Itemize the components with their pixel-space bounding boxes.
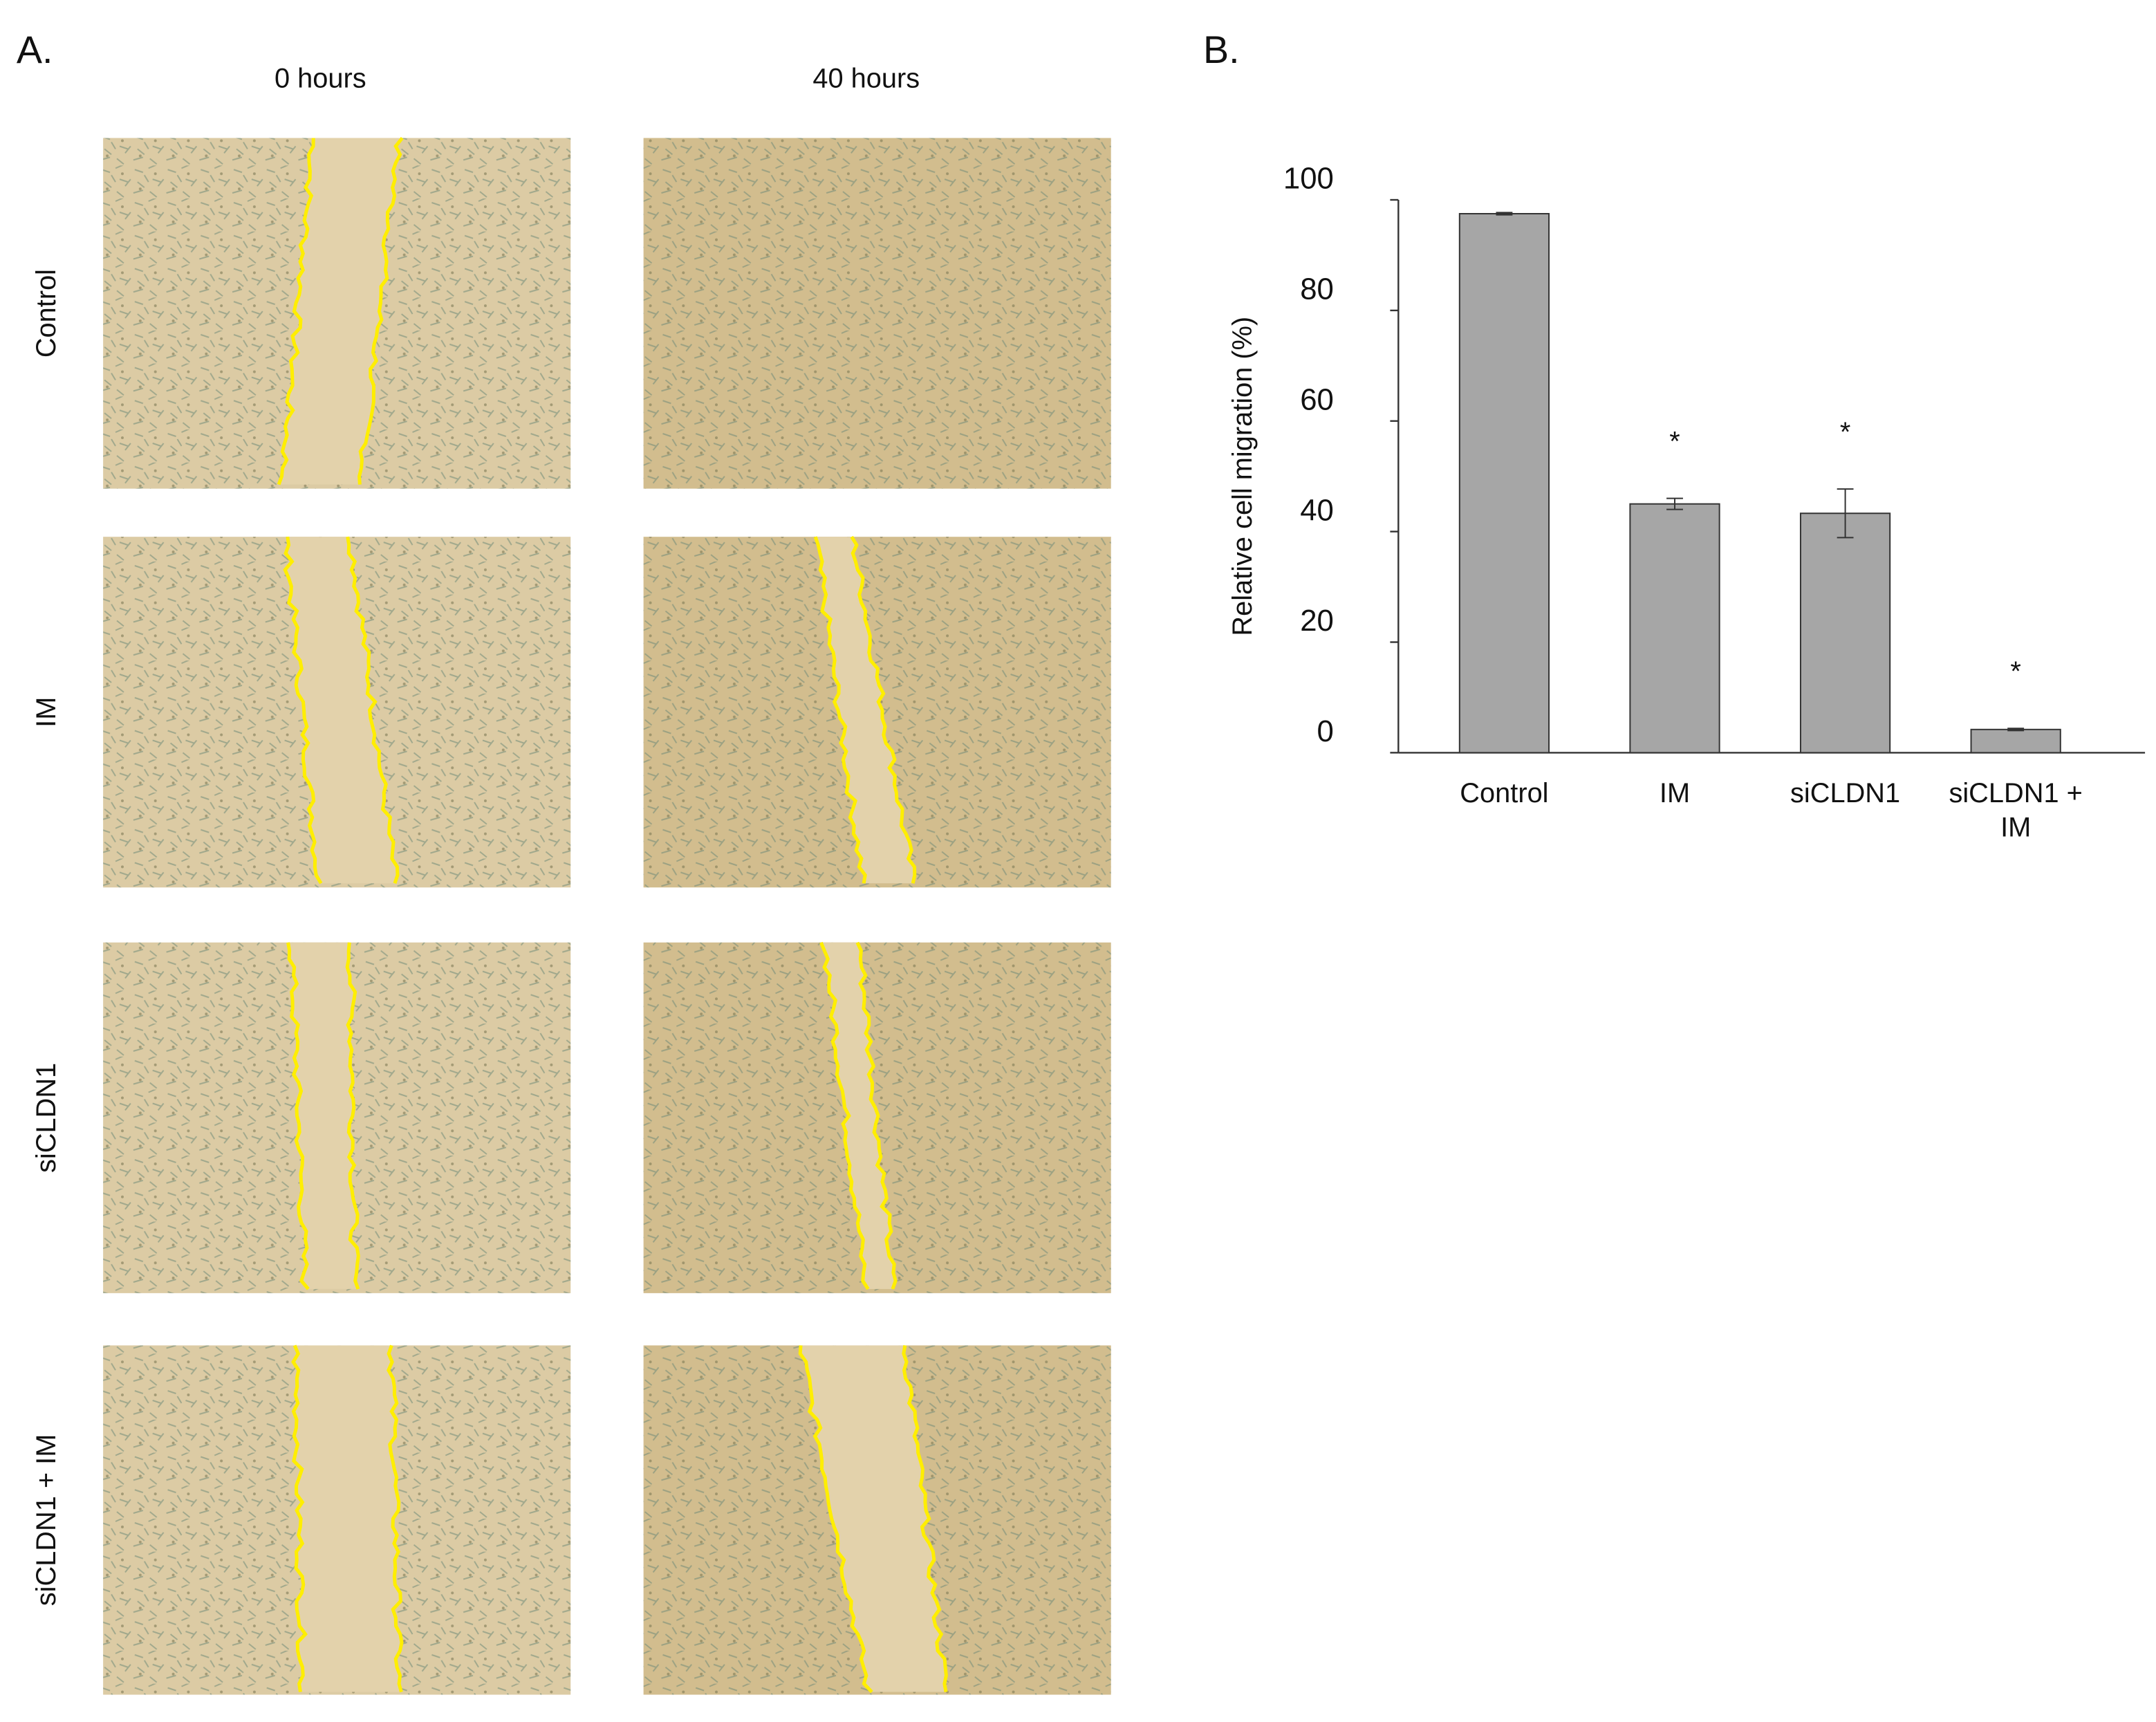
wound-area — [293, 1345, 402, 1692]
y-tick-label: 100 — [1283, 162, 1334, 196]
panel-label: A. — [17, 28, 53, 71]
bar — [1970, 728, 2061, 754]
wound-area — [800, 1345, 947, 1692]
wound-edge — [283, 536, 323, 885]
y-tick-label: 80 — [1300, 272, 1334, 306]
y-tick-label: 60 — [1300, 382, 1334, 416]
wound-area — [815, 537, 915, 884]
bar — [1458, 212, 1550, 754]
x-tick-box: siCLDN1 — [1790, 779, 1901, 809]
wound-edge — [798, 1345, 873, 1694]
x-tick-label: siCLDN1 + IM — [1949, 779, 2083, 844]
wound-edge — [357, 136, 404, 485]
x-tick-box: siCLDN1 + IM — [1949, 779, 2083, 844]
y-axis-label: Relative cell migration (%) — [1227, 317, 1258, 636]
cell-texture — [643, 138, 1111, 489]
wound-area — [279, 138, 402, 485]
panel-b: 0 20 40 60 80 100 Relative cell migration (%) C… — [1227, 162, 2146, 844]
wound-edge — [850, 535, 917, 884]
row-label: IM — [31, 697, 62, 728]
bar — [1629, 503, 1720, 754]
significance-mark: * — [1840, 417, 1850, 447]
y-tick-label: 40 — [1300, 493, 1334, 527]
wound-edge — [345, 942, 360, 1290]
x-tick-box: Control — [1460, 779, 1549, 809]
x-tick-box: IM — [1659, 779, 1691, 809]
wound-edge — [813, 536, 867, 884]
panel-label: B. — [1203, 28, 1240, 71]
y-tick-label: 20 — [1300, 604, 1334, 638]
y-tick-label: 0 — [1317, 714, 1334, 748]
panel-a: 0 hours 40 hours Control IM siCLDN1 siCLDN1 +… — [31, 64, 1111, 1695]
x-tick-label: Control — [1460, 779, 1549, 809]
wound-edge — [387, 1344, 404, 1693]
column-title: 0 hours — [275, 64, 366, 94]
wound-edge — [819, 941, 870, 1290]
wound-edge — [346, 536, 400, 885]
wound-edge — [855, 941, 898, 1290]
column-title: 40 hours — [812, 64, 920, 94]
x-tick-label: IM — [1659, 779, 1691, 809]
wound-edge — [277, 138, 315, 485]
wound-area — [821, 942, 896, 1289]
wound-edge — [286, 942, 310, 1290]
row-label: Control — [31, 269, 62, 358]
x-tick-label: siCLDN1 — [1790, 779, 1901, 809]
bar — [1799, 512, 1891, 754]
wound-edge — [291, 1344, 308, 1692]
wound-area — [288, 942, 359, 1289]
significance-mark: * — [1669, 427, 1680, 457]
significance-mark: * — [2010, 656, 2020, 687]
row-label: siCLDN1 — [31, 1063, 62, 1173]
row-label: siCLDN1 + IM — [31, 1434, 62, 1607]
wound-edge — [902, 1345, 948, 1692]
wound-area — [285, 537, 398, 884]
